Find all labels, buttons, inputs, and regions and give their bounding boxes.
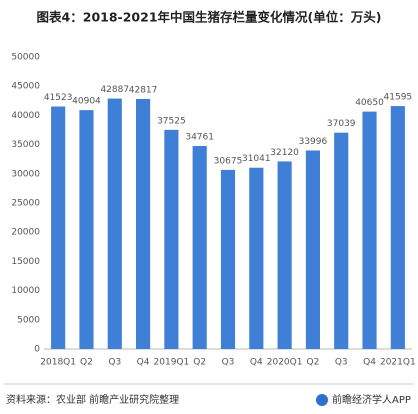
bar — [136, 98, 151, 349]
value-label: 34761 — [185, 132, 214, 142]
value-label: 31041 — [242, 154, 271, 164]
x-tick-label: Q4 — [137, 358, 150, 368]
value-label: 40650 — [355, 98, 384, 108]
x-tick-label: Q3 — [222, 358, 235, 368]
y-tick-label: 10000 — [11, 286, 40, 296]
value-label: 42887 — [100, 85, 129, 95]
x-tick-label: Q2 — [193, 358, 206, 368]
value-label: 30675 — [214, 156, 243, 166]
x-tick-label: Q4 — [250, 358, 263, 368]
x-tick-label: 2019Q1 — [154, 358, 190, 368]
bar — [334, 132, 349, 349]
value-label: 37525 — [157, 116, 186, 126]
value-label: 40904 — [72, 97, 101, 107]
bar — [79, 110, 94, 350]
chart-title: 图表4：2018-2021年中国生猪存栏量变化情况(单位：万头) — [37, 10, 382, 25]
bar — [220, 169, 236, 349]
y-tick-label: 35000 — [11, 140, 40, 150]
x-tick-label: 2018Q1 — [40, 358, 76, 368]
y-tick-label: 5000 — [17, 315, 40, 325]
x-tick-label: Q2 — [80, 358, 93, 368]
y-tick-label: 45000 — [11, 82, 40, 92]
y-tick-label: 50000 — [11, 53, 40, 63]
source: 资料来源：农业部 前瞻产业研究院整理 — [6, 393, 179, 406]
y-tick-label: 0 — [34, 345, 40, 355]
bar — [362, 111, 377, 349]
y-tick-label: 15000 — [11, 257, 40, 267]
value-label: 41523 — [44, 93, 73, 103]
value-label: 32120 — [270, 148, 299, 158]
brand-logo — [316, 394, 328, 406]
bar — [390, 106, 405, 349]
x-tick-label: Q3 — [335, 358, 348, 368]
y-tick-label: 40000 — [11, 111, 40, 121]
bar — [192, 145, 207, 349]
x-tick-label: Q4 — [363, 358, 376, 368]
brand: 前瞻经济学人APP — [332, 393, 411, 406]
bar — [277, 161, 292, 349]
bar — [164, 129, 179, 349]
y-tick-label: 20000 — [11, 228, 40, 238]
value-label: 41595 — [384, 93, 413, 103]
bar — [51, 106, 66, 349]
bar — [249, 167, 264, 349]
x-tick-label: 2020Q1 — [267, 358, 303, 368]
value-label: 33996 — [299, 137, 328, 147]
bar — [305, 150, 320, 349]
value-label: 42817 — [129, 85, 158, 95]
x-tick-label: 2021Q1 — [380, 358, 416, 368]
bar — [107, 98, 122, 349]
x-tick-label: Q3 — [108, 358, 121, 368]
y-tick-label: 30000 — [11, 169, 40, 179]
y-tick-label: 25000 — [11, 199, 40, 209]
value-label: 37039 — [327, 119, 356, 129]
x-tick-label: Q2 — [307, 358, 320, 368]
